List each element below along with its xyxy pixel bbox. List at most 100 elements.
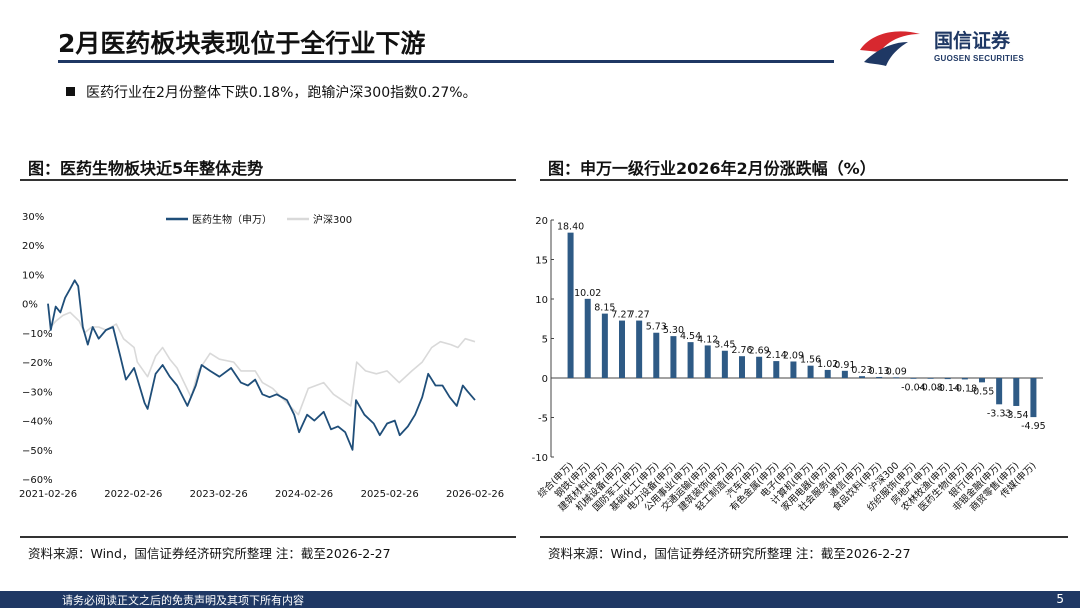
bar-value-label: 2.14 bbox=[766, 350, 787, 361]
bar-value-label: -0.18 bbox=[953, 383, 978, 394]
bar bbox=[910, 378, 917, 379]
y-tick-label: −40% bbox=[22, 417, 53, 428]
bar bbox=[704, 345, 711, 378]
bar bbox=[601, 313, 608, 378]
bar bbox=[841, 370, 848, 378]
left-source-rule bbox=[20, 536, 516, 538]
bar-value-label: 10.02 bbox=[574, 288, 601, 299]
bar bbox=[927, 378, 934, 379]
bar-value-label: 0.13 bbox=[869, 366, 890, 377]
x-tick-label: 2025-02-26 bbox=[361, 489, 419, 500]
left-source-note: 资料来源：Wind，国信证券经济研究所整理 注：截至2026-2-27 bbox=[28, 546, 391, 561]
logo-subtitle: GUOSEN SECURITIES bbox=[934, 54, 1025, 63]
bar bbox=[961, 378, 968, 380]
footer-disclaimer: 请务必阅读正文之后的免责声明及其项下所有内容 bbox=[62, 594, 304, 607]
bullet-square-icon bbox=[66, 87, 75, 96]
y-tick-label: 15 bbox=[535, 256, 548, 267]
guosen-logo-icon bbox=[860, 31, 920, 66]
line-chart-x-axis: 2021-02-26 2022-02-26 2023-02-26 2024-02-26… bbox=[19, 489, 504, 500]
line-chart-series bbox=[47, 279, 476, 451]
bar bbox=[567, 232, 574, 378]
y-tick-label: −60% bbox=[22, 475, 53, 486]
bar bbox=[824, 369, 831, 378]
bar bbox=[1013, 378, 1020, 406]
bar-value-label: -0.08 bbox=[918, 383, 943, 394]
bar bbox=[636, 320, 643, 378]
bar-value-label: 4.12 bbox=[697, 334, 718, 345]
page-title: 2月医药板块表现位于全行业下游 bbox=[58, 29, 426, 58]
bar bbox=[979, 378, 985, 383]
series-line-pharma bbox=[47, 279, 476, 451]
series-line-hs300 bbox=[47, 303, 476, 416]
right-chart-title: 图：申万一级行业2026年2月份涨跌幅（%） bbox=[548, 159, 876, 178]
y-tick-label: 20 bbox=[535, 216, 548, 227]
y-tick-label: 5 bbox=[542, 335, 548, 346]
bar-value-label: 5.30 bbox=[663, 325, 684, 336]
bar-value-label: 0.91 bbox=[834, 360, 855, 371]
pharma-5yr-line-chart: −60% −50% −40% −30% −20% −10% 0% 10% 20% 30% 2021… bbox=[19, 212, 504, 500]
bar bbox=[653, 332, 660, 378]
bar bbox=[619, 320, 625, 378]
line-chart-legend: 医药生物（申万） 沪深300 bbox=[166, 213, 352, 226]
bar-value-label: 1.02 bbox=[817, 359, 838, 370]
bar-value-label: 0.09 bbox=[886, 366, 907, 377]
y-tick-label: 0 bbox=[542, 374, 548, 385]
logo-name: 国信证券 bbox=[934, 30, 1011, 52]
bar-value-label: 18.40 bbox=[557, 222, 584, 233]
bar bbox=[687, 342, 694, 378]
left-title-rule bbox=[20, 179, 516, 181]
bar-value-label: 3.45 bbox=[714, 340, 735, 351]
bar-value-label: 2.69 bbox=[749, 346, 770, 357]
y-tick-label: 10 bbox=[535, 295, 548, 306]
x-tick-label: 2023-02-26 bbox=[190, 489, 248, 500]
guosen-logo: 国信证券 GUOSEN SECURITIES bbox=[858, 24, 1058, 68]
bar bbox=[807, 365, 814, 378]
bar bbox=[773, 361, 780, 378]
bar-value-label: -0.55 bbox=[970, 386, 995, 397]
bar-value-label: 1.56 bbox=[800, 355, 821, 366]
bar-chart-bars bbox=[567, 232, 1037, 418]
x-tick-label: 2026-02-26 bbox=[446, 489, 504, 500]
bar bbox=[790, 361, 797, 378]
y-tick-label: −10% bbox=[22, 329, 53, 340]
bar-value-label: 2.09 bbox=[783, 350, 804, 361]
footer-bar: 请务必阅读正文之后的免责声明及其项下所有内容 5 bbox=[0, 591, 1080, 608]
bar-value-label: -4.95 bbox=[1021, 421, 1046, 432]
x-tick-label: 2022-02-26 bbox=[104, 489, 162, 500]
bar-value-label: 0.23 bbox=[851, 365, 872, 376]
x-tick-label: 2021-02-26 bbox=[19, 489, 77, 500]
bar-value-label: -0.04 bbox=[901, 382, 926, 393]
bar-value-label: 7.27 bbox=[611, 310, 632, 321]
y-tick-label: −30% bbox=[22, 387, 53, 398]
bar bbox=[944, 378, 951, 380]
bar-value-label: 8.15 bbox=[594, 303, 615, 314]
bar bbox=[670, 336, 677, 378]
y-tick-label: −20% bbox=[22, 358, 53, 369]
bar bbox=[1030, 378, 1037, 418]
legend-label: 医药生物（申万） bbox=[192, 213, 272, 226]
bar-value-label: 4.54 bbox=[680, 331, 701, 342]
bar-value-label: -3.33 bbox=[987, 408, 1012, 419]
bar-value-label: 5.73 bbox=[646, 322, 667, 333]
y-tick-label: -10 bbox=[532, 453, 548, 464]
bar bbox=[756, 356, 763, 378]
legend-label: 沪深300 bbox=[313, 213, 352, 226]
bar-value-label: -0.14 bbox=[935, 383, 960, 394]
bar-value-label: -3.54 bbox=[1004, 410, 1029, 421]
title-underline bbox=[58, 60, 834, 63]
bar bbox=[893, 377, 900, 379]
bar-chart-category-labels: 综合(申万)钢铁(申万)建筑材料(申万)机械设备(申万)国防军工(申万)基础化工… bbox=[535, 460, 1038, 514]
summary-bullet: 医药行业在2月份整体下跌0.18%，跑输沪深300指数0.27%。 bbox=[86, 85, 477, 101]
right-source-rule bbox=[540, 536, 1068, 538]
page-number: 5 bbox=[1056, 592, 1064, 606]
y-tick-label: 0% bbox=[22, 300, 38, 311]
bar bbox=[859, 376, 865, 378]
y-tick-label: 10% bbox=[22, 270, 44, 281]
bar-value-label: 2.76 bbox=[731, 345, 752, 356]
bar bbox=[584, 298, 591, 378]
bar-chart-y-axis: -10 -5 0 5 10 15 20 bbox=[532, 216, 1043, 464]
bar bbox=[739, 356, 745, 378]
bar bbox=[721, 350, 728, 378]
right-title-rule bbox=[540, 179, 1068, 181]
